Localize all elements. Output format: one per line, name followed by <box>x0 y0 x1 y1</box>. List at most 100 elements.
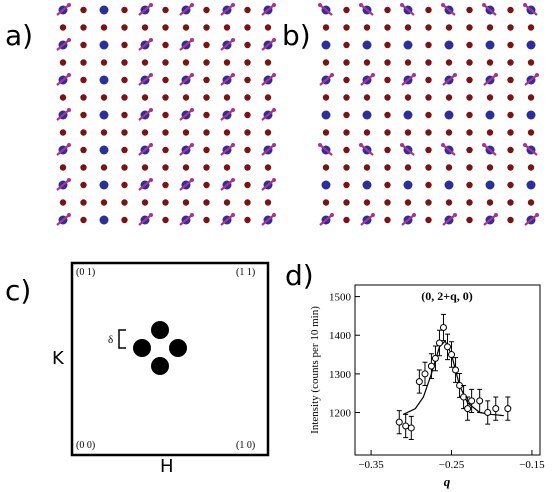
corner-label: (0 0) <box>76 440 95 451</box>
atom <box>425 181 432 189</box>
spin-head <box>67 108 71 112</box>
spin-head <box>494 73 498 77</box>
atom <box>244 76 251 84</box>
atom <box>343 76 350 84</box>
atom <box>362 180 372 190</box>
spin-arrow <box>220 214 234 226</box>
x-axis-label: q <box>444 474 451 489</box>
atom <box>80 41 87 49</box>
spin-arrow <box>261 144 275 156</box>
atom <box>121 199 128 206</box>
panel-label: d) <box>285 259 314 292</box>
spin-arrow <box>524 214 538 226</box>
atom <box>80 24 87 31</box>
spin-arrow <box>442 4 456 16</box>
atom <box>99 215 109 225</box>
atom <box>466 146 473 154</box>
spin-head <box>318 3 322 7</box>
atom <box>466 41 473 49</box>
spin-arrow <box>401 144 415 156</box>
spin-head <box>371 213 375 217</box>
atom <box>466 59 473 66</box>
spin-head <box>272 73 276 77</box>
spin-head <box>272 3 276 7</box>
atom <box>507 129 514 136</box>
atom <box>244 129 251 136</box>
atom <box>244 41 251 49</box>
atom <box>203 164 210 171</box>
atom <box>80 129 87 136</box>
atom <box>343 129 350 136</box>
atom <box>526 180 536 190</box>
atom <box>203 216 210 224</box>
spin-head <box>149 38 153 42</box>
spin-head <box>67 3 71 7</box>
data-point <box>439 324 447 331</box>
atom <box>507 164 514 171</box>
spin-arrow <box>261 179 275 191</box>
atom <box>507 111 514 119</box>
atom <box>80 6 87 14</box>
spin-arrow <box>56 214 70 226</box>
spin-arrow <box>442 144 456 156</box>
atom <box>343 94 350 101</box>
spin-arrow <box>261 39 275 51</box>
atom <box>141 164 149 171</box>
spin-head <box>231 108 235 112</box>
y-tick-label: 1500 <box>329 292 352 304</box>
x-tick-label: −0.25 <box>439 459 465 471</box>
atom <box>121 41 128 49</box>
spin-head <box>190 108 194 112</box>
atom <box>425 199 432 206</box>
spin-head <box>149 73 153 77</box>
atom <box>100 94 108 101</box>
spin-arrow <box>360 214 374 226</box>
atom <box>59 199 67 206</box>
spin-arrow <box>319 144 333 156</box>
atom <box>486 164 494 171</box>
atom <box>223 129 231 136</box>
spin-arrow <box>360 144 374 156</box>
atom <box>223 164 231 171</box>
atom <box>321 110 331 120</box>
atom <box>363 94 371 101</box>
spin-head <box>67 178 71 182</box>
atom <box>384 111 391 119</box>
atom <box>526 110 536 120</box>
atom <box>425 94 432 101</box>
atom <box>223 59 231 66</box>
spin-arrow <box>483 4 497 16</box>
spin-head <box>149 143 153 147</box>
atom <box>321 40 331 50</box>
atom <box>141 129 149 136</box>
atom <box>264 164 272 171</box>
atom <box>162 24 169 31</box>
spin-arrow <box>319 74 333 86</box>
atom <box>203 24 210 31</box>
spin-arrow <box>138 144 152 156</box>
spin-head <box>523 143 527 147</box>
atom <box>343 6 350 14</box>
atom <box>343 216 350 224</box>
atom <box>343 111 350 119</box>
atom <box>203 6 210 14</box>
spin-head <box>535 213 539 217</box>
atom <box>121 111 128 119</box>
spin-arrow <box>220 39 234 51</box>
data-point <box>448 351 456 359</box>
data-point <box>464 405 472 413</box>
atom <box>162 6 169 14</box>
spin-arrow <box>138 109 152 121</box>
atom <box>99 5 109 15</box>
spin-head <box>441 143 445 147</box>
atom <box>485 40 495 50</box>
atom <box>425 216 432 224</box>
spin-head <box>231 178 235 182</box>
atom <box>425 6 432 14</box>
atom <box>507 41 514 49</box>
atom <box>425 146 432 154</box>
spin-head <box>190 38 194 42</box>
atom <box>466 6 473 14</box>
data-point <box>415 378 423 386</box>
data-point <box>452 366 460 374</box>
